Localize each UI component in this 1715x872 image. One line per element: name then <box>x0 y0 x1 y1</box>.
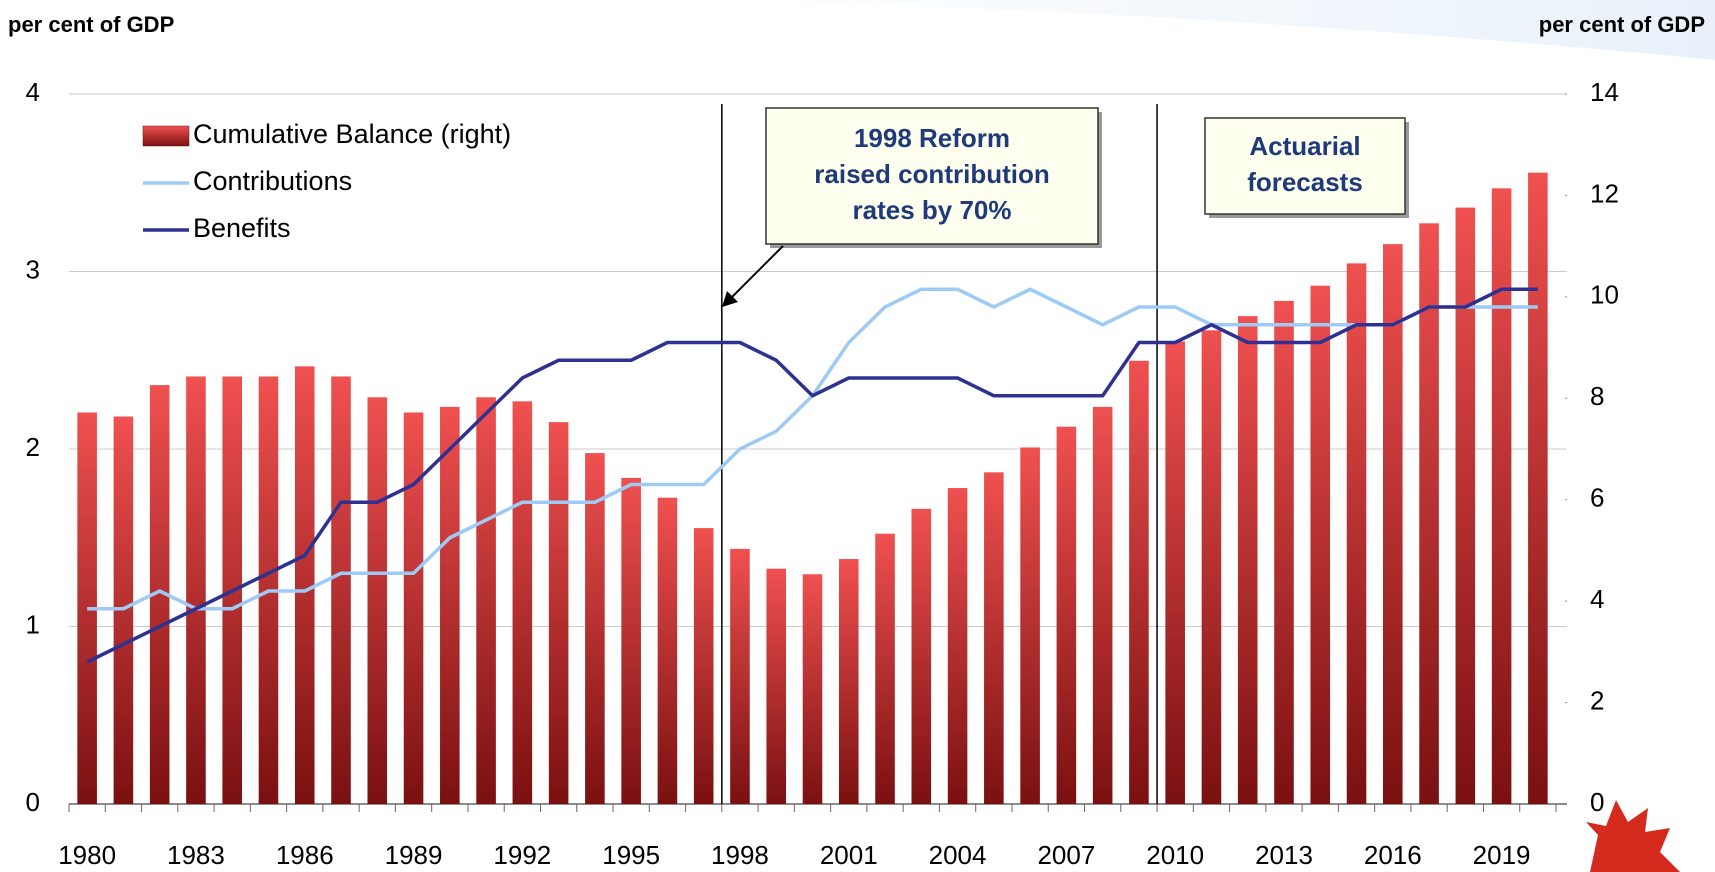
bar <box>947 488 968 804</box>
bar <box>1383 244 1403 805</box>
bar <box>440 406 460 804</box>
y2-tick-label: 8 <box>1590 381 1604 411</box>
y-axis-title: per cent of GDP <box>8 12 174 37</box>
annotation-text: rates by 70% <box>853 195 1012 225</box>
bar <box>1419 223 1439 805</box>
annotation-box <box>1204 117 1406 215</box>
y-tick-label: 0 <box>26 787 40 817</box>
bar <box>512 401 533 804</box>
maple-leaf <box>1586 800 1680 872</box>
bar <box>331 376 351 804</box>
bar <box>875 533 895 804</box>
y2-tick-label: 12 <box>1590 178 1619 208</box>
annotation-text: raised contribution <box>814 159 1049 189</box>
bar <box>585 453 605 804</box>
annotation-text: forecasts <box>1247 167 1363 197</box>
y-tick-label: 4 <box>26 77 40 107</box>
y2-tick-label: 6 <box>1590 483 1604 513</box>
bar <box>657 497 678 804</box>
x-tick-label: 2007 <box>1037 840 1095 870</box>
legend-label: Benefits <box>193 213 291 243</box>
legend-label: Cumulative Balance (right) <box>193 119 511 149</box>
bar <box>766 568 787 804</box>
x-tick-label: 1986 <box>276 840 334 870</box>
bar <box>1310 285 1331 804</box>
y-tick-label: 3 <box>26 254 40 284</box>
annotation-arrowhead <box>722 291 738 307</box>
annotation-box <box>765 107 1099 245</box>
bar <box>548 422 569 804</box>
annotation-arrow <box>726 245 784 303</box>
bar <box>77 412 97 804</box>
bar <box>294 366 315 804</box>
bar <box>367 397 388 804</box>
bar <box>1455 207 1476 805</box>
y2-tick-label: 4 <box>1590 584 1604 614</box>
x-tick-label: 2010 <box>1146 840 1204 870</box>
y2-tick-label: 14 <box>1590 77 1619 107</box>
bar <box>1528 172 1548 804</box>
x-tick-label: 1989 <box>385 840 443 870</box>
bar <box>730 548 750 804</box>
bar <box>1346 263 1367 804</box>
y-tick-label: 2 <box>26 432 40 462</box>
x-tick-label: 2004 <box>929 840 987 870</box>
x-tick-label: 2001 <box>820 840 878 870</box>
legend-label: Contributions <box>193 166 352 196</box>
bar <box>693 528 714 804</box>
bar <box>476 397 496 804</box>
bar <box>1274 300 1294 804</box>
x-tick-label: 1980 <box>58 840 116 870</box>
x-tick-label: 1998 <box>711 840 769 870</box>
bar <box>911 508 932 804</box>
bar <box>1020 447 1040 804</box>
bar <box>1092 406 1113 804</box>
y-tick-label: 1 <box>26 609 40 639</box>
x-tick-label: 2016 <box>1364 840 1422 870</box>
bar <box>403 412 424 804</box>
x-tick-label: 1983 <box>167 840 225 870</box>
line <box>86 287 1538 664</box>
x-tick-label: 2013 <box>1255 840 1313 870</box>
bar <box>984 472 1004 804</box>
bar <box>621 477 641 804</box>
y2-tick-label: 10 <box>1590 280 1619 310</box>
bar <box>802 574 823 804</box>
bar <box>1237 316 1258 804</box>
y2-tick-label: 2 <box>1590 685 1604 715</box>
legend-swatch <box>142 125 190 147</box>
x-tick-label: 1995 <box>602 840 660 870</box>
annotation-text: Actuarial <box>1249 131 1360 161</box>
bar <box>149 385 170 804</box>
bar <box>1491 188 1512 805</box>
x-tick-label: 1992 <box>493 840 551 870</box>
background-swoosh <box>700 0 1715 60</box>
bar <box>1201 330 1222 804</box>
annotation-text: 1998 Reform <box>854 123 1010 153</box>
bar <box>1165 341 1185 804</box>
bar <box>1129 360 1149 804</box>
bar <box>186 376 206 804</box>
bar <box>1056 426 1077 804</box>
bar <box>838 559 859 804</box>
y2-axis-title: per cent of GDP <box>1539 12 1705 37</box>
x-tick-label: 2019 <box>1473 840 1531 870</box>
y2-tick-label: 0 <box>1590 787 1604 817</box>
